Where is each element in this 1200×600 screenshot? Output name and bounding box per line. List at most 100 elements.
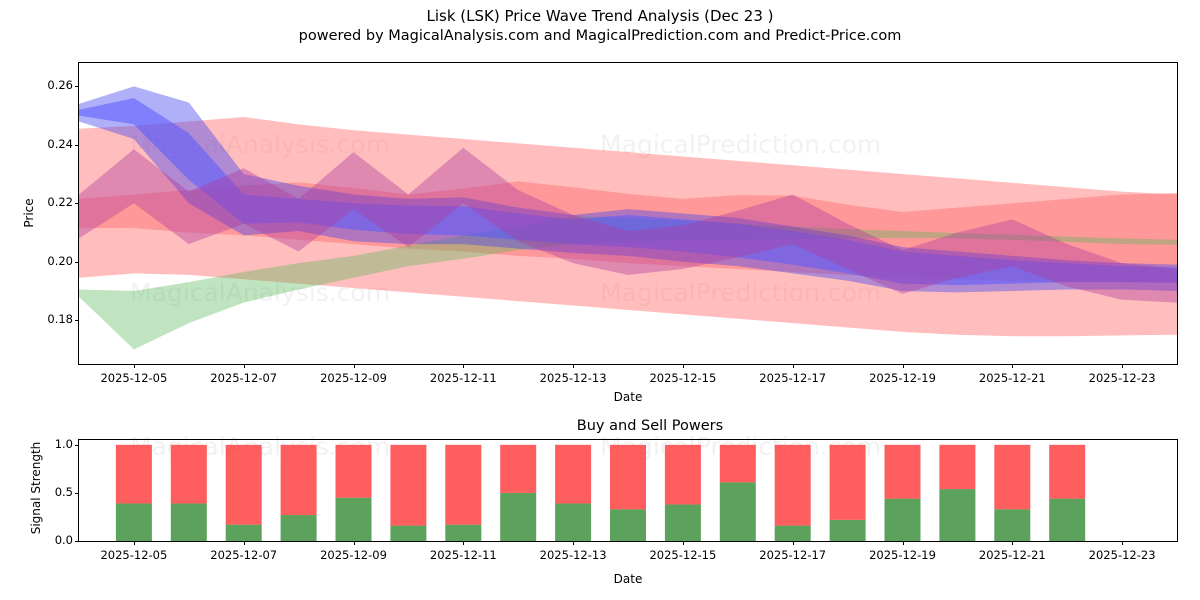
signal-x-tick-mark (353, 541, 355, 545)
buy-power-bar (445, 524, 482, 541)
sell-power-bar (445, 444, 482, 525)
buy-power-bar (829, 519, 866, 541)
sell-power-bar (115, 444, 152, 504)
signal-x-tick-mark (902, 541, 904, 545)
y-tick-mark (75, 203, 79, 205)
x-tick-label: 2025-12-15 (649, 371, 717, 385)
buy-power-bar (390, 525, 427, 541)
buy-power-bar (939, 489, 976, 541)
x-tick-mark (353, 364, 355, 368)
band-magenta-zigzag-band (79, 147, 1177, 303)
buy-power-bar (774, 525, 811, 541)
y-tick-mark (75, 261, 79, 263)
x-tick-label: 2025-12-17 (759, 371, 827, 385)
sell-power-bar (390, 444, 427, 526)
x-tick-mark (463, 364, 465, 368)
header-block: Lisk (LSK) Price Wave Trend Analysis (De… (0, 6, 1200, 46)
signal-x-tick-label: 2025-12-21 (978, 548, 1046, 562)
signal-x-tick-label: 2025-12-11 (429, 548, 497, 562)
sell-power-bar (500, 444, 537, 493)
signal-x-tick-mark (1012, 541, 1014, 545)
signal-y-tick-mark (75, 444, 79, 446)
price-x-axis-label: Date (613, 390, 643, 404)
sell-power-bar (664, 444, 701, 505)
sell-power-bar (335, 444, 372, 498)
y-tick-mark (75, 144, 79, 146)
buy-power-bar (994, 509, 1031, 541)
signal-x-tick-mark (573, 541, 575, 545)
band-green-band (79, 216, 1177, 350)
sell-power-bar (884, 444, 921, 499)
buy-power-bar (664, 504, 701, 541)
buy-sell-x-axis-label: Date (613, 572, 643, 586)
x-tick-label: 2025-12-07 (210, 371, 278, 385)
sell-power-bar (939, 444, 976, 490)
band-blue-wave-outer (79, 86, 1177, 293)
buy-power-bar (555, 503, 592, 541)
y-tick-label: 0.24 (47, 136, 73, 151)
buy-power-bar (225, 524, 262, 541)
signal-x-tick-mark (463, 541, 465, 545)
signal-y-tick-label: 0.0 (54, 533, 73, 547)
buy-power-bar (170, 503, 207, 541)
y-tick-mark (75, 86, 79, 88)
sell-power-bar (170, 444, 207, 504)
buy-power-bar (884, 498, 921, 541)
signal-x-tick-mark (243, 541, 245, 545)
signal-x-tick-label: 2025-12-09 (320, 548, 387, 562)
sell-power-bar (555, 444, 592, 504)
signal-x-tick-label: 2025-12-07 (210, 548, 278, 562)
signal-x-tick-label: 2025-12-23 (1088, 548, 1156, 562)
price-wave-svg (79, 86, 1177, 350)
x-tick-mark (573, 364, 575, 368)
y-tick-label: 0.20 (47, 253, 73, 268)
x-tick-mark (1012, 364, 1014, 368)
x-tick-mark (902, 364, 904, 368)
signal-y-tick-label: 1.0 (54, 436, 73, 451)
signal-x-tick-label: 2025-12-17 (759, 548, 827, 562)
page-subtitle: powered by MagicalAnalysis.com and Magic… (298, 28, 902, 44)
page-title: Lisk (LSK) Price Wave Trend Analysis (De… (426, 7, 774, 25)
buy-power-bar (115, 503, 152, 541)
sell-power-bar (829, 444, 866, 520)
y-tick-label: 0.18 (47, 312, 73, 327)
x-tick-mark (1122, 364, 1124, 368)
x-tick-mark (133, 364, 135, 368)
buy-power-bar (500, 492, 537, 541)
signal-x-tick-mark (133, 541, 135, 545)
sell-power-bar (719, 444, 756, 483)
signal-x-tick-label: 2025-12-13 (539, 548, 607, 562)
signal-y-tick-label: 0.5 (54, 484, 73, 499)
buy-sell-title: Buy and Sell Powers (576, 418, 724, 434)
buy-power-bar (610, 509, 646, 541)
buy-power-bar (719, 482, 756, 541)
sell-power-bar (774, 444, 811, 526)
buy-power-bar (335, 497, 372, 541)
sell-power-bar (280, 444, 317, 516)
signal-x-tick-label: 2025-12-05 (100, 548, 168, 562)
band-blue-wave-inner (79, 98, 1177, 286)
signal-y-tick-mark (75, 492, 79, 494)
y-tick-mark (75, 320, 79, 322)
signal-x-tick-mark (682, 541, 684, 545)
sell-power-bar (994, 444, 1031, 510)
x-tick-label: 2025-12-21 (978, 371, 1046, 385)
x-tick-mark (792, 364, 794, 368)
x-tick-label: 2025-12-23 (1088, 371, 1156, 385)
sell-power-bar (1049, 444, 1086, 499)
signal-x-tick-mark (1122, 541, 1124, 545)
sell-power-bar (225, 444, 262, 525)
buy-power-bar (280, 515, 317, 541)
x-tick-label: 2025-12-13 (539, 371, 607, 385)
x-tick-label: 2025-12-11 (429, 371, 497, 385)
signal-x-tick-mark (792, 541, 794, 545)
x-tick-label: 2025-12-09 (320, 371, 387, 385)
buy-power-bar (1049, 498, 1086, 541)
signal-x-tick-label: 2025-12-19 (869, 548, 936, 562)
x-tick-mark (682, 364, 684, 368)
signal-x-tick-label: 2025-12-15 (649, 548, 717, 562)
signal-y-tick-mark (75, 541, 79, 542)
x-tick-label: 2025-12-05 (100, 371, 168, 385)
